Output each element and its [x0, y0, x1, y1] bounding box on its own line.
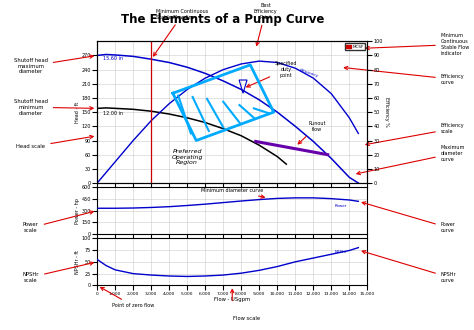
Text: Shutoff head
maximum
diameter: Shutoff head maximum diameter: [14, 55, 93, 74]
Text: Minimum
Continuous
Stable Flow
indicator: Minimum Continuous Stable Flow indicator: [366, 33, 469, 56]
Text: 15.60 in: 15.60 in: [102, 56, 123, 61]
Y-axis label: Power - hp: Power - hp: [75, 198, 80, 223]
Text: Best
Efficiency
Point: Best Efficiency Point: [254, 3, 277, 46]
Text: Shutoff head
minimum
diameter: Shutoff head minimum diameter: [14, 99, 93, 116]
Text: Specified
duty
point: Specified duty point: [247, 61, 298, 87]
Text: Point of zero flow: Point of zero flow: [100, 287, 155, 309]
Text: Power: Power: [335, 205, 347, 209]
Legend: MCSF: MCSF: [345, 43, 365, 50]
Text: Power
curve: Power curve: [362, 202, 456, 233]
Text: Runout
flow: Runout flow: [298, 121, 326, 144]
Y-axis label: Head - ft: Head - ft: [75, 102, 80, 123]
X-axis label: Flow - USgpm: Flow - USgpm: [214, 297, 250, 302]
Text: NPSHr
curve: NPSHr curve: [362, 250, 456, 282]
Text: Minimum Continuous
Stable Flow line: Minimum Continuous Stable Flow line: [154, 9, 209, 56]
Text: Maximum
diameter
curve: Maximum diameter curve: [357, 145, 465, 175]
Text: Power
scale: Power scale: [23, 211, 93, 233]
Text: NPSHr
scale: NPSHr scale: [23, 262, 93, 282]
Y-axis label: Efficiency %: Efficiency %: [384, 97, 389, 127]
Text: Flow scale: Flow scale: [233, 316, 260, 321]
Text: NPShr: NPShr: [335, 250, 347, 254]
Text: Head scale: Head scale: [16, 135, 93, 149]
Text: 12.00 in: 12.00 in: [102, 111, 123, 116]
Text: The Elements of a Pump Curve: The Elements of a Pump Curve: [121, 13, 325, 26]
Text: Minimum diameter curve: Minimum diameter curve: [201, 188, 264, 198]
Text: Efficiency: Efficiency: [299, 68, 319, 78]
Text: Efficiency
curve: Efficiency curve: [344, 66, 465, 84]
Y-axis label: NPSHr - ft: NPSHr - ft: [75, 250, 80, 274]
Text: Efficiency
scale: Efficiency scale: [366, 123, 465, 146]
Text: Preferred
Operating
Region: Preferred Operating Region: [172, 149, 203, 165]
